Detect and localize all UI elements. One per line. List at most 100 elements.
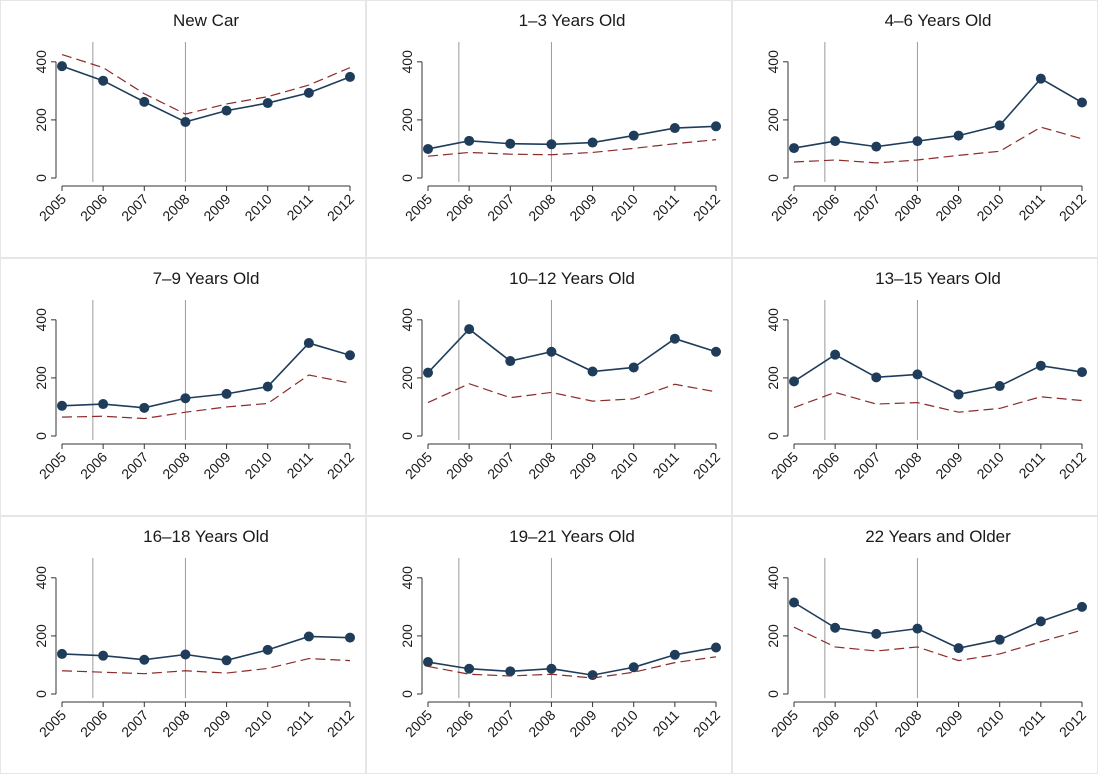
data-point bbox=[1077, 97, 1087, 107]
data-point bbox=[139, 655, 149, 665]
y-tick-label: 400 bbox=[765, 566, 781, 590]
data-point bbox=[954, 131, 964, 141]
data-point bbox=[98, 399, 108, 409]
data-point bbox=[304, 338, 314, 348]
panel-title: 19–21 Years Old bbox=[509, 527, 635, 546]
y-tick-label: 0 bbox=[399, 432, 415, 440]
data-point bbox=[263, 98, 273, 108]
data-point bbox=[263, 382, 273, 392]
data-point bbox=[954, 643, 964, 653]
panel-title: 13–15 Years Old bbox=[875, 269, 1001, 288]
data-point bbox=[263, 645, 273, 655]
data-point bbox=[1077, 367, 1087, 377]
data-point bbox=[180, 393, 190, 403]
y-tick-label: 0 bbox=[399, 690, 415, 698]
data-point bbox=[830, 623, 840, 633]
data-point bbox=[1036, 616, 1046, 626]
data-point bbox=[711, 643, 721, 653]
data-point bbox=[546, 139, 556, 149]
data-point bbox=[464, 136, 474, 146]
data-point bbox=[423, 657, 433, 667]
data-point bbox=[588, 367, 598, 377]
data-point bbox=[1036, 74, 1046, 84]
data-point bbox=[912, 624, 922, 634]
data-point bbox=[995, 381, 1005, 391]
data-point bbox=[98, 651, 108, 661]
data-point bbox=[304, 88, 314, 98]
data-point bbox=[345, 633, 355, 643]
data-point bbox=[789, 376, 799, 386]
data-point bbox=[912, 369, 922, 379]
data-point bbox=[789, 143, 799, 153]
data-point bbox=[871, 372, 881, 382]
y-tick-label: 400 bbox=[33, 50, 49, 74]
y-tick-label: 0 bbox=[33, 432, 49, 440]
data-point bbox=[711, 121, 721, 131]
data-point bbox=[670, 123, 680, 133]
data-point bbox=[139, 97, 149, 107]
y-tick-label: 0 bbox=[399, 174, 415, 182]
data-point bbox=[304, 631, 314, 641]
data-point bbox=[995, 635, 1005, 645]
panel-title: 1–3 Years Old bbox=[519, 11, 626, 30]
data-point bbox=[670, 650, 680, 660]
y-tick-label: 200 bbox=[765, 366, 781, 390]
y-tick-label: 400 bbox=[765, 50, 781, 74]
panel-title: 10–12 Years Old bbox=[509, 269, 635, 288]
data-point bbox=[1077, 602, 1087, 612]
y-tick-label: 0 bbox=[765, 432, 781, 440]
y-tick-label: 400 bbox=[33, 566, 49, 590]
data-point bbox=[995, 120, 1005, 130]
y-tick-label: 200 bbox=[399, 366, 415, 390]
y-tick-label: 0 bbox=[33, 690, 49, 698]
data-point bbox=[423, 144, 433, 154]
data-point bbox=[954, 389, 964, 399]
data-point bbox=[505, 356, 515, 366]
panel-title: 7–9 Years Old bbox=[153, 269, 260, 288]
data-point bbox=[629, 362, 639, 372]
data-point bbox=[222, 389, 232, 399]
y-tick-label: 400 bbox=[765, 308, 781, 332]
data-point bbox=[222, 655, 232, 665]
y-tick-label: 400 bbox=[399, 308, 415, 332]
y-tick-label: 400 bbox=[399, 50, 415, 74]
data-point bbox=[546, 664, 556, 674]
data-point bbox=[57, 401, 67, 411]
data-point bbox=[830, 350, 840, 360]
data-point bbox=[57, 61, 67, 71]
data-point bbox=[871, 142, 881, 152]
y-tick-label: 200 bbox=[33, 108, 49, 132]
data-point bbox=[98, 76, 108, 86]
data-point bbox=[57, 649, 67, 659]
data-point bbox=[464, 324, 474, 334]
data-point bbox=[139, 403, 149, 413]
data-point bbox=[180, 649, 190, 659]
panel-title: 16–18 Years Old bbox=[143, 527, 269, 546]
data-point bbox=[423, 368, 433, 378]
data-point bbox=[912, 136, 922, 146]
data-point bbox=[789, 598, 799, 608]
data-point bbox=[588, 138, 598, 148]
data-point bbox=[180, 117, 190, 127]
data-point bbox=[464, 664, 474, 674]
data-point bbox=[505, 666, 515, 676]
data-point bbox=[222, 106, 232, 116]
data-point bbox=[546, 347, 556, 357]
y-tick-label: 200 bbox=[33, 624, 49, 648]
y-tick-label: 400 bbox=[33, 308, 49, 332]
y-tick-label: 200 bbox=[399, 108, 415, 132]
y-tick-label: 400 bbox=[399, 566, 415, 590]
data-point bbox=[670, 334, 680, 344]
data-point bbox=[1036, 361, 1046, 371]
panel-title: New Car bbox=[173, 11, 239, 30]
panel-title: 4–6 Years Old bbox=[885, 11, 992, 30]
data-point bbox=[345, 72, 355, 82]
data-point bbox=[871, 629, 881, 639]
panel-title: 22 Years and Older bbox=[865, 527, 1011, 546]
data-point bbox=[345, 350, 355, 360]
y-tick-label: 0 bbox=[33, 174, 49, 182]
y-tick-label: 200 bbox=[765, 624, 781, 648]
y-tick-label: 200 bbox=[765, 108, 781, 132]
